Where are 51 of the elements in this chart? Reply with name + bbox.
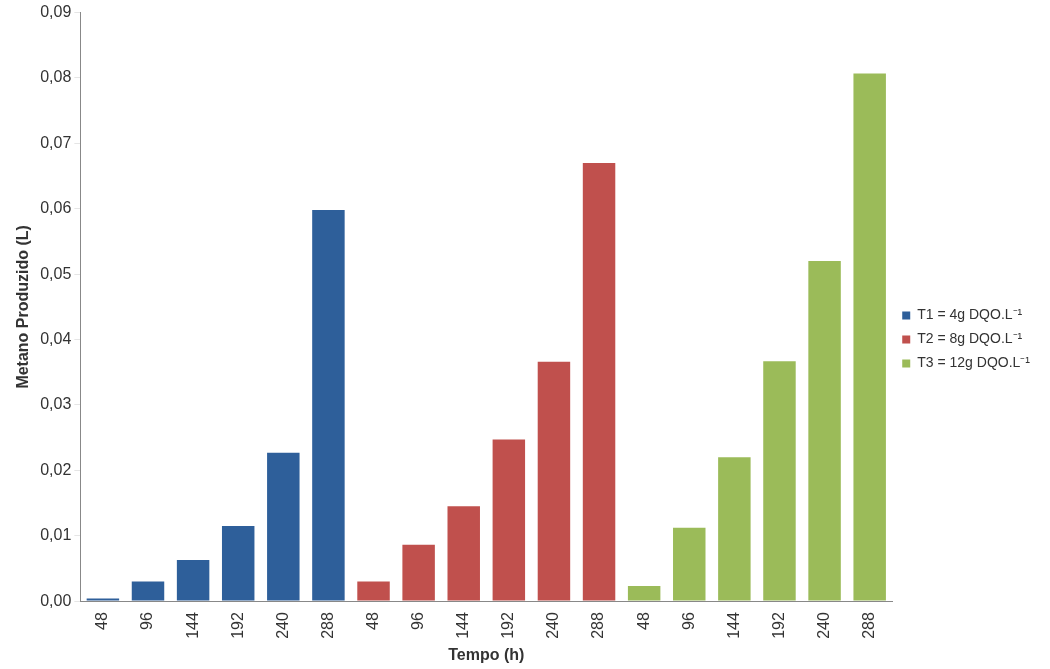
x-tick-label: 96 bbox=[409, 612, 427, 630]
bar bbox=[86, 598, 120, 601]
bar bbox=[176, 559, 210, 601]
x-tick-label: 240 bbox=[544, 612, 562, 639]
bar bbox=[312, 210, 345, 601]
bar bbox=[718, 457, 751, 601]
x-tick-label: 192 bbox=[769, 612, 787, 639]
bar bbox=[131, 581, 165, 601]
bar bbox=[402, 544, 435, 601]
y-tick-label: 0,00 bbox=[40, 591, 72, 609]
y-tick-label: 0,05 bbox=[40, 264, 72, 282]
legend-label: T1 = 4g DQO.L⁻¹ bbox=[917, 306, 1023, 323]
x-tick-label: 288 bbox=[589, 612, 607, 639]
x-tick-label: 240 bbox=[273, 612, 291, 639]
bar bbox=[673, 527, 706, 601]
y-tick-label: 0,03 bbox=[40, 395, 72, 413]
bar bbox=[221, 525, 255, 601]
legend-label: T3 = 12g DQO.L⁻¹ bbox=[917, 354, 1031, 371]
x-tick-label: 144 bbox=[183, 612, 201, 639]
bar bbox=[537, 361, 571, 601]
x-tick-label: 240 bbox=[814, 612, 832, 639]
x-tick-label: 288 bbox=[860, 612, 878, 639]
x-tick-label: 144 bbox=[454, 612, 472, 639]
x-tick-label: 288 bbox=[318, 612, 336, 639]
x-tick-label: 192 bbox=[499, 612, 517, 639]
bar bbox=[763, 361, 796, 601]
x-tick-label: 144 bbox=[724, 612, 742, 639]
bar bbox=[267, 452, 300, 601]
legend-label: T2 = 8g DQO.L⁻¹ bbox=[917, 330, 1023, 347]
x-axis-title: Tempo (h) bbox=[448, 645, 525, 663]
y-tick-label: 0,02 bbox=[40, 460, 72, 478]
bar bbox=[582, 163, 616, 601]
x-tick-label: 192 bbox=[228, 612, 246, 639]
y-tick-label: 0,08 bbox=[40, 68, 72, 86]
bar bbox=[447, 506, 480, 601]
x-tick-label: 48 bbox=[363, 612, 381, 630]
bar bbox=[627, 586, 661, 601]
y-tick-label: 0,07 bbox=[40, 133, 72, 151]
y-tick-label: 0,06 bbox=[40, 199, 72, 217]
bar bbox=[357, 581, 390, 601]
x-tick-label: 48 bbox=[634, 612, 652, 630]
bar bbox=[853, 73, 886, 601]
bar bbox=[808, 261, 841, 601]
bar bbox=[492, 439, 526, 601]
x-tick-label: 96 bbox=[138, 612, 156, 630]
x-tick-label: 48 bbox=[93, 612, 111, 630]
y-tick-label: 0,04 bbox=[40, 329, 72, 347]
x-tick-label: 96 bbox=[679, 612, 697, 630]
y-tick-label: 0,01 bbox=[40, 526, 72, 544]
y-tick-label: 0,09 bbox=[40, 3, 72, 21]
y-axis-title: Metano Produzido (L) bbox=[14, 225, 32, 389]
